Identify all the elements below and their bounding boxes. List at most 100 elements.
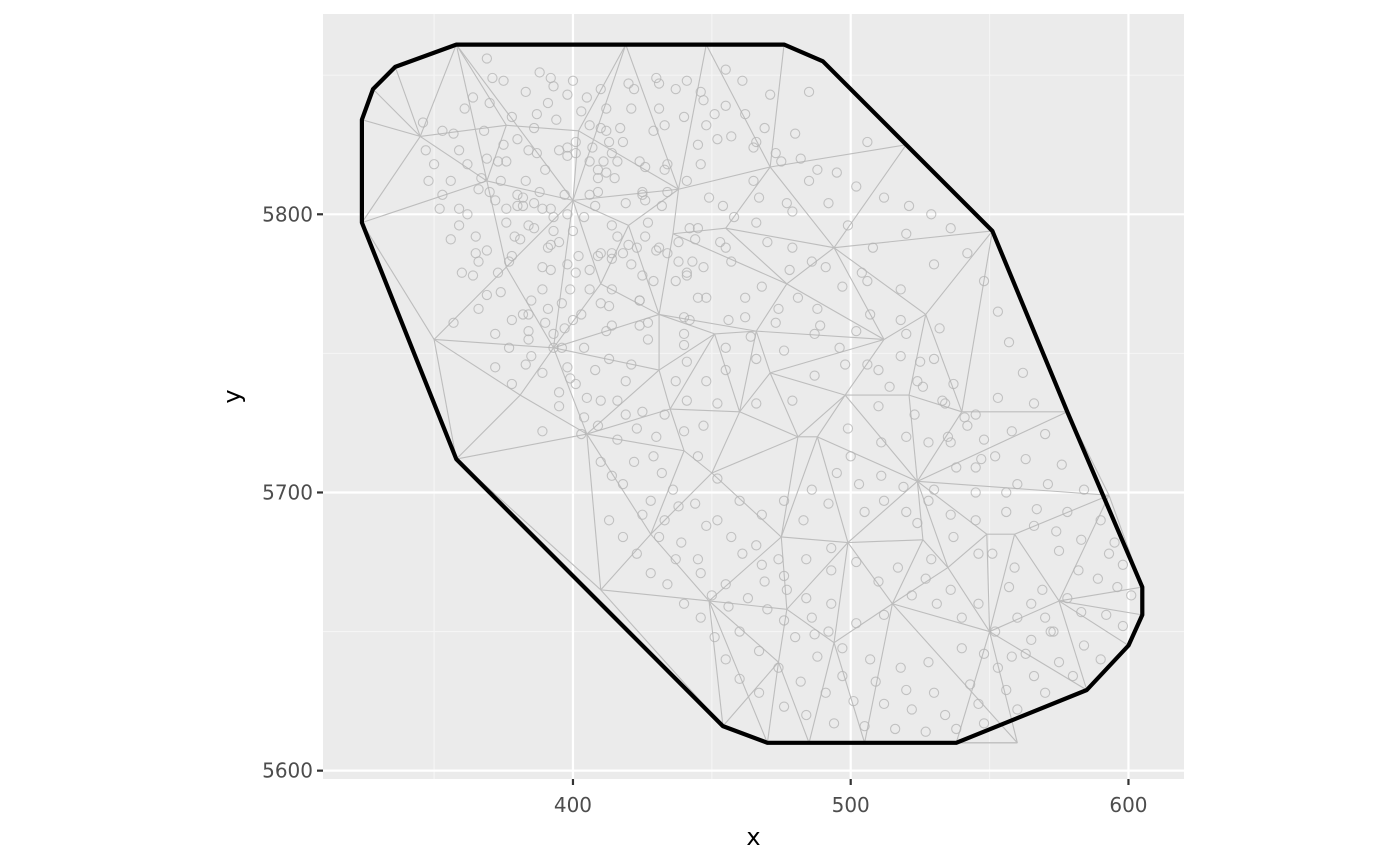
data-point [1126, 590, 1137, 601]
data-point [831, 167, 842, 178]
data-point [603, 515, 615, 526]
data-point [517, 192, 529, 203]
data-point [1028, 520, 1040, 532]
data-point [523, 309, 534, 320]
data-point [851, 325, 862, 337]
data-point [1053, 545, 1065, 557]
data-point [559, 323, 570, 334]
data-point [565, 284, 576, 295]
data-point [712, 515, 723, 526]
data-point [992, 662, 1004, 673]
triangulation-edge [553, 313, 660, 349]
data-point [456, 267, 468, 278]
data-point [592, 172, 604, 184]
data-point [878, 698, 890, 710]
data-point [801, 709, 812, 721]
triangulation-edge [777, 661, 810, 744]
triangulation-edge [627, 225, 660, 315]
data-point [537, 203, 548, 214]
data-point [562, 89, 573, 100]
data-point [592, 420, 604, 431]
triangulation-edge [572, 44, 627, 201]
triangulation-edge [766, 662, 780, 743]
triangulation-edge [434, 338, 554, 349]
data-point [453, 203, 465, 214]
triangulation-edge [650, 472, 713, 535]
data-point [681, 175, 692, 187]
data-point [906, 704, 917, 715]
triangulation-edge [844, 339, 885, 396]
data-point [553, 401, 565, 412]
data-point [562, 209, 573, 220]
data-point [1031, 504, 1042, 515]
data-point [712, 398, 723, 409]
data-point [778, 701, 790, 712]
triangulation-edge [961, 230, 993, 412]
triangulation-edge [714, 333, 741, 412]
data-point [1045, 626, 1056, 637]
data-point [734, 673, 745, 685]
data-point [637, 270, 648, 281]
data-point [798, 515, 809, 526]
triangulation-edge [672, 233, 788, 285]
data-point [712, 134, 723, 145]
data-point [437, 189, 448, 200]
data-point [720, 654, 731, 665]
data-point [865, 654, 876, 665]
data-point [826, 542, 837, 554]
data-point [645, 567, 656, 579]
x-axis-title: x [746, 823, 760, 851]
triangulation-edge [1058, 600, 1129, 646]
data-point [765, 89, 776, 100]
data-point [795, 676, 806, 687]
data-point [603, 136, 615, 148]
triangulation-edge [572, 199, 629, 226]
data-point [751, 353, 762, 365]
data-point [523, 334, 534, 345]
data-point [659, 120, 670, 131]
triangulation-edge [572, 188, 679, 201]
data-point [462, 209, 473, 220]
data-point [642, 217, 654, 228]
data-point [770, 317, 781, 328]
triangulation-edge [908, 314, 927, 396]
triangulation-edge [947, 567, 991, 632]
data-point [445, 234, 456, 245]
triangulation-edge [572, 200, 602, 285]
data-point [1003, 337, 1015, 348]
triangulation-edge [797, 394, 846, 438]
data-point [490, 328, 501, 340]
data-point [701, 520, 712, 532]
triangulation-edge [372, 88, 421, 137]
data-point [437, 125, 448, 136]
data-point [467, 92, 479, 103]
data-point [734, 626, 745, 637]
data-point [523, 145, 534, 156]
data-point [878, 192, 890, 203]
data-point [1001, 487, 1012, 498]
triangulation-edge [670, 408, 740, 413]
data-point [778, 570, 790, 582]
data-point [884, 381, 895, 392]
data-point [684, 314, 695, 326]
data-point [681, 270, 692, 281]
triangulation-edge [519, 347, 554, 396]
data-point [506, 111, 518, 123]
triangulation-edge [769, 372, 799, 438]
data-point [670, 554, 681, 565]
data-point [603, 353, 615, 365]
data-point [545, 203, 556, 214]
triangulation-edge [1058, 495, 1110, 602]
data-point [595, 83, 606, 95]
data-point [548, 225, 559, 237]
data-point [909, 409, 920, 420]
data-point [790, 631, 801, 643]
data-point [895, 314, 906, 326]
data-point [576, 309, 587, 320]
data-point [920, 726, 931, 737]
triangulation-edge [777, 609, 788, 663]
data-point [506, 378, 518, 390]
data-point [506, 314, 518, 326]
data-point [1117, 620, 1129, 632]
